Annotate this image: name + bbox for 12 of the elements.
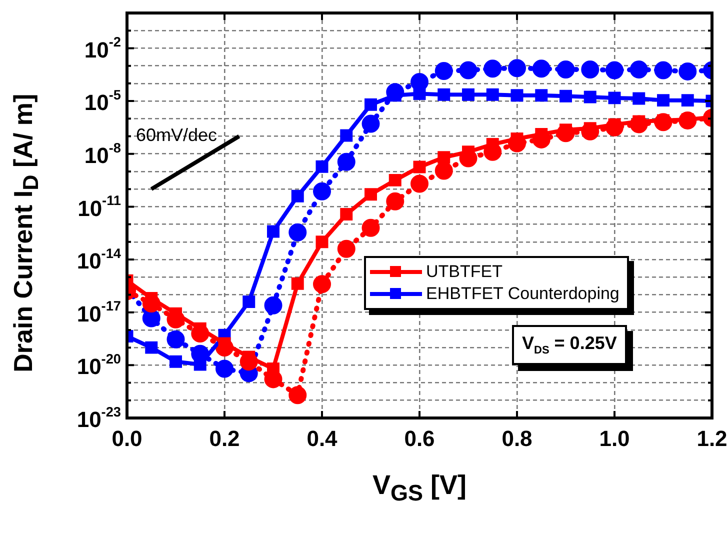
annotation: 60mV/dec xyxy=(136,125,218,146)
annotation: V$_{DS}$ = 0.25V xyxy=(512,325,627,365)
x-tick-label: 1.0 xyxy=(599,426,630,452)
x-tick-label: 1.2 xyxy=(696,426,728,452)
x-tick-label: 0.6 xyxy=(404,426,435,452)
x-tick-label: 0.2 xyxy=(209,426,240,452)
x-tick-label: 0.0 xyxy=(112,426,142,452)
x-tick-label: 0.4 xyxy=(306,426,338,452)
x-axis-title: V$_{GS}$ [V] xyxy=(371,470,468,506)
legend-label: UTBTFET xyxy=(426,262,502,282)
x-tick-label: 0.8 xyxy=(502,426,532,452)
legend-label: EHBTFET Counterdoping xyxy=(426,284,620,304)
